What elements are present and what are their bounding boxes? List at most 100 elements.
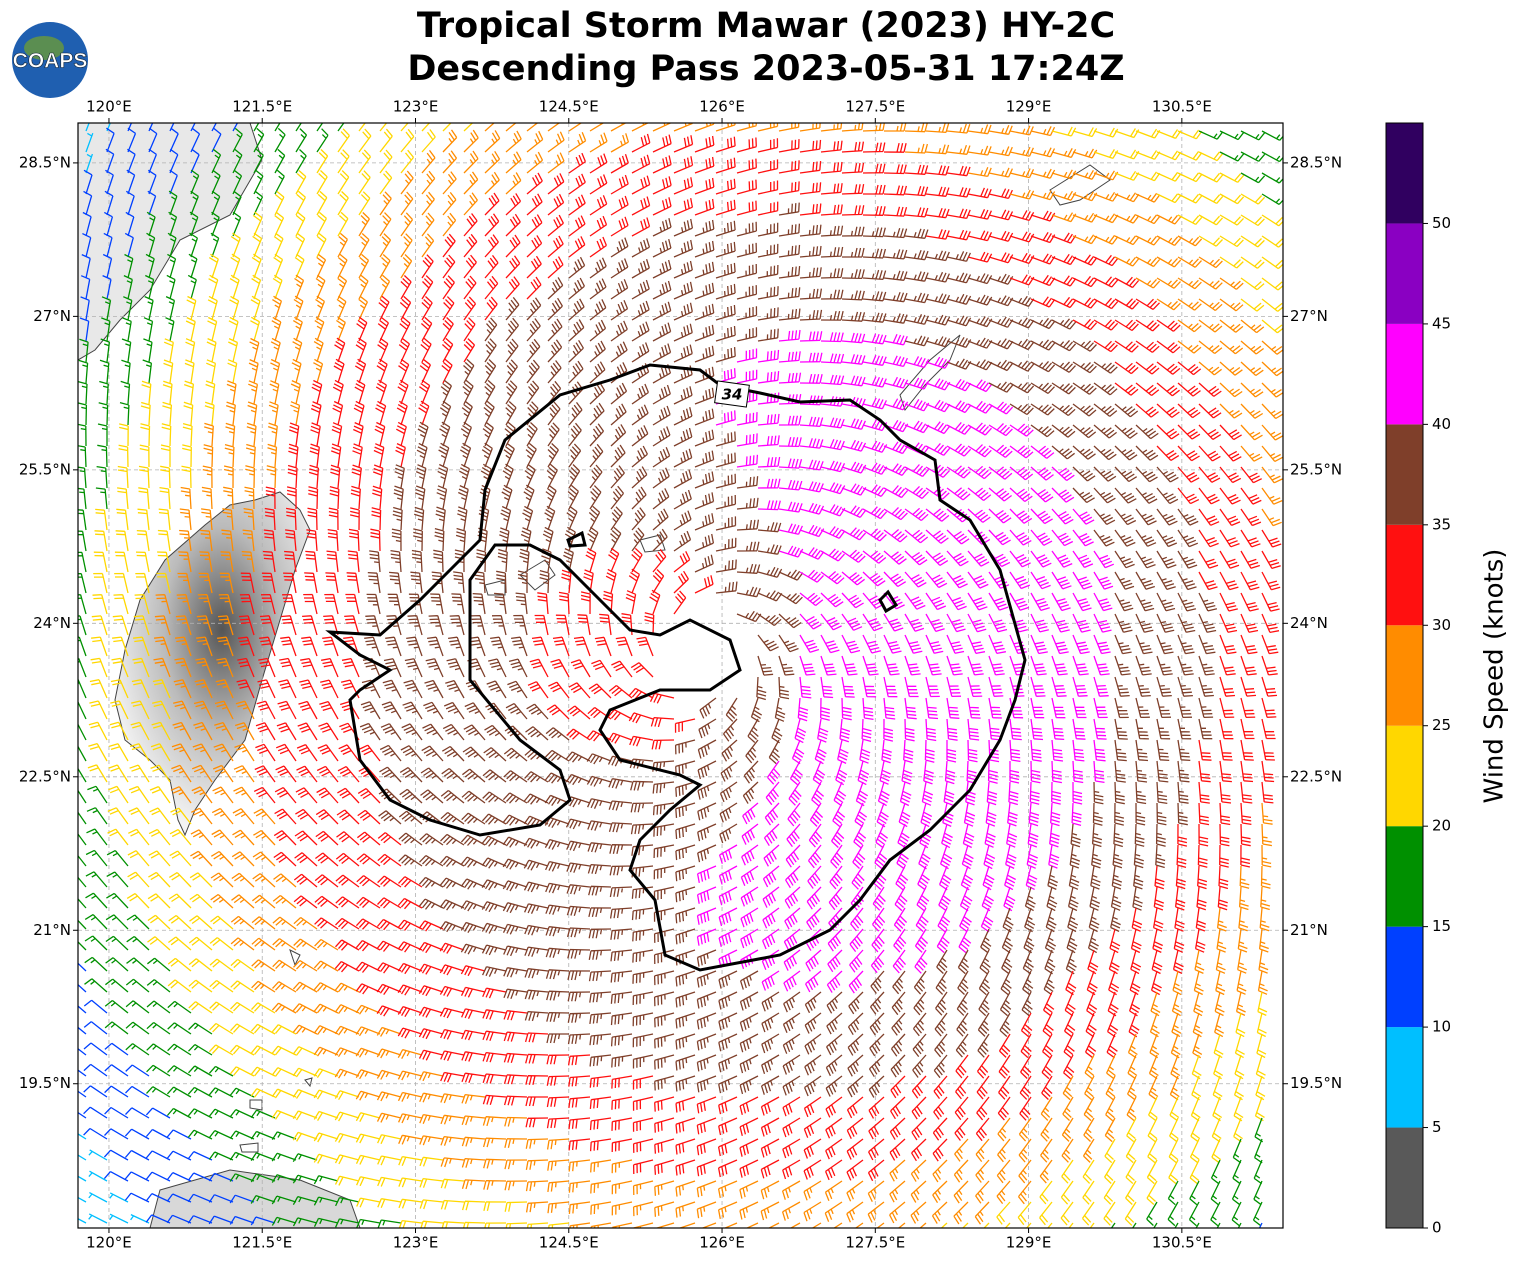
- wind-barb: [395, 421, 407, 447]
- wind-barb: [1212, 1075, 1223, 1101]
- wind-barb: [344, 615, 360, 636]
- wind-barb: [589, 1012, 612, 1024]
- wind-barb: [1219, 760, 1232, 783]
- wind-barb: [1256, 1033, 1267, 1059]
- wind-barb: [1167, 1201, 1179, 1227]
- wind-barb: [83, 1106, 108, 1119]
- wind-barb: [1114, 592, 1134, 612]
- wind-barb: [386, 615, 402, 636]
- wind-barb: [505, 193, 522, 216]
- wind-barb: [1108, 970, 1120, 996]
- wind-barb: [442, 317, 454, 342]
- wind-barb: [1051, 760, 1063, 784]
- wind-barb: [589, 123, 605, 132]
- wind-barb: [1156, 529, 1178, 548]
- wind-barb: [526, 235, 543, 258]
- wind-barb: [460, 900, 486, 912]
- wind-barb: [404, 658, 423, 678]
- wind-barb: [271, 1067, 297, 1077]
- wind-barb: [925, 529, 949, 544]
- wind-barb: [862, 506, 888, 520]
- wind-barb: [439, 1007, 465, 1019]
- wind-barb: [918, 844, 931, 870]
- wind-barb: [1240, 487, 1262, 505]
- wind-barb: [675, 1117, 696, 1134]
- wind-barb: [127, 123, 133, 132]
- wind-barb: [376, 940, 402, 952]
- wind-barb: [461, 1179, 486, 1190]
- wind-barb: [717, 1159, 738, 1178]
- wind-barb: [1009, 252, 1035, 265]
- wind-barb: [904, 442, 930, 456]
- wind-barb: [871, 907, 886, 932]
- wind-barb: [736, 306, 758, 321]
- wind-barb: [841, 697, 852, 721]
- colorbar-segment: [1386, 1027, 1423, 1128]
- wind-barb: [1240, 172, 1266, 184]
- wind-barb: [418, 876, 444, 889]
- wind-barb: [1261, 571, 1281, 591]
- wind-barb: [427, 636, 444, 657]
- wind-barb: [799, 592, 824, 607]
- wind-barb: [482, 1094, 507, 1105]
- wind-barb: [106, 892, 129, 909]
- wind-barb: [1237, 1222, 1242, 1228]
- wind-barb: [1114, 697, 1129, 719]
- wind-barb: [287, 464, 298, 489]
- wind-barb: [114, 551, 129, 573]
- wind-barb: [652, 508, 669, 531]
- wind-barb: [376, 1069, 402, 1080]
- wind-barb: [1156, 592, 1176, 612]
- wind-barb: [78, 572, 87, 594]
- wind-barb: [1093, 127, 1119, 138]
- wind-barb: [739, 1054, 759, 1074]
- wind-barb: [1156, 487, 1179, 505]
- wind-barb: [250, 1130, 276, 1140]
- wind-barb: [123, 296, 133, 321]
- wind-barb: [1051, 382, 1076, 395]
- wind-barb: [1009, 403, 1034, 416]
- wind-barb: [340, 701, 360, 720]
- wind-barb: [946, 421, 972, 435]
- wind-barb: [1261, 592, 1280, 612]
- wind-barb: [320, 657, 339, 678]
- wind-barb: [820, 438, 845, 451]
- wind-barb: [891, 991, 906, 1016]
- wind-barb: [804, 991, 822, 1014]
- wind-barb: [799, 309, 823, 321]
- wind-barb: [946, 187, 971, 198]
- wind-barb: [904, 399, 930, 412]
- wind-barb: [1198, 760, 1211, 783]
- wind-barb: [568, 236, 586, 258]
- wind-barb: [397, 897, 423, 910]
- wind-barb: [715, 136, 736, 153]
- wind-barb: [356, 896, 381, 909]
- wind-barb: [103, 232, 113, 258]
- wind-barb: [786, 823, 801, 847]
- wind-barb: [230, 915, 255, 930]
- wind-barb: [799, 502, 825, 515]
- wind-barb: [675, 1096, 696, 1113]
- wind-barb: [481, 857, 507, 869]
- wind-barb: [105, 935, 129, 951]
- wind-barb: [308, 486, 319, 510]
- wind-barb: [503, 747, 528, 762]
- wind-barb: [1030, 487, 1054, 503]
- wind-barb: [208, 1130, 234, 1140]
- wind-barb: [463, 123, 474, 132]
- wind-barb: [208, 253, 219, 279]
- wind-barb: [376, 1048, 402, 1059]
- wind-barb: [110, 679, 129, 699]
- wind-barb: [962, 823, 975, 849]
- wind-barb: [334, 961, 360, 973]
- wind-barb: [715, 537, 737, 552]
- wind-barb: [299, 679, 318, 699]
- wind-barb: [88, 1149, 108, 1161]
- wind-barb: [1198, 340, 1223, 355]
- wind-barb: [107, 807, 129, 825]
- wind-barb: [483, 400, 495, 426]
- wind-barb: [1030, 190, 1056, 201]
- wind-barb: [568, 277, 585, 300]
- wind-barb: [833, 781, 847, 807]
- wind-barb: [841, 396, 866, 409]
